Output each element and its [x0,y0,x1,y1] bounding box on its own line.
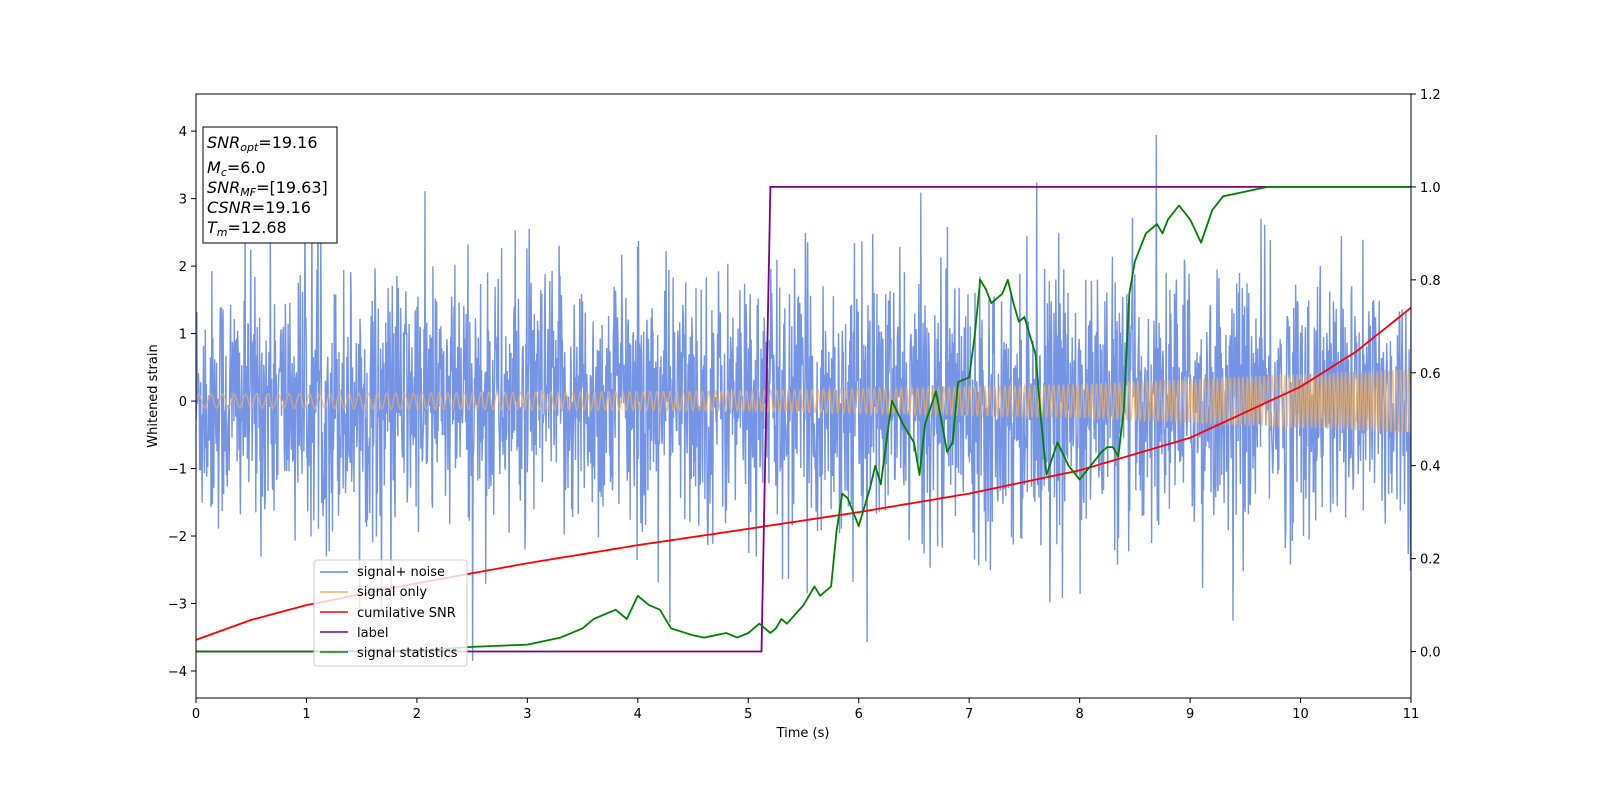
series-signal-statistics [196,186,1411,653]
axes: 0 1 2 3 4 5 6 7 8 9 10 1143210−1−2−3−41.21.00.80.60… [168,88,1441,722]
y-left-tick-label: −2 [168,530,187,545]
x-tick-label: 0 [192,707,200,722]
legend: signal+ noise signal only cumilative SNR… [313,559,468,667]
y-right-tick-label: 0.2 [1420,553,1441,568]
y-right-tick-label: 0.6 [1420,367,1441,382]
y-left-tick-label: −3 [168,598,187,613]
info-box-frame [202,126,338,244]
x-tick-label: 3 [523,707,531,722]
y-right-tick-label: 1.2 [1420,88,1441,103]
y-right-tick-label: 0.0 [1420,646,1441,661]
y-left-tick-label: −4 [168,665,187,680]
info-csnr: CSNR=19.16 [207,198,311,217]
info-snr-mf: SNRMF=[19.63] [207,178,328,199]
y-left-tick-label: 1 [179,328,187,343]
legend-label-label: label [357,626,388,641]
x-tick-label: 4 [634,707,642,722]
legend-label-signal-noise: signal+ noise [357,565,445,580]
plot-frame [195,93,1412,699]
x-tick-label: 7 [965,707,973,722]
y-left-tick-label: 0 [179,395,187,410]
y-left-tick-label: 3 [179,193,187,208]
x-tick-label: 9 [1186,707,1194,722]
info-mc: Mc=6.0 [207,158,266,179]
info-snr-opt: SNRopt=19.16 [207,133,318,154]
y-right-tick-label: 0.4 [1420,460,1441,475]
series-signal-noise [196,134,1411,661]
x-tick-label: 8 [1075,707,1083,722]
legend-frame [313,559,468,667]
series-signal-only [196,368,1411,434]
y-left-tick-label: −1 [168,463,187,478]
y-left-tick-label: 2 [179,260,187,275]
info-box: SNRopt=19.16 Mc=6.0 SNRMF=[19.63] CSNR=1… [202,126,338,244]
x-tick-label: 1 [302,707,310,722]
legend-label-cumulative-snr: cumilative SNR [357,606,456,621]
x-tick-label: 2 [413,707,421,722]
x-tick-label: 11 [1403,707,1420,722]
legend-label-signal-statistics: signal statistics [357,646,458,661]
y-right-tick-label: 1.0 [1420,181,1441,196]
y-axis-label: Whitened strain [146,344,161,447]
y-right-tick-label: 0.8 [1420,274,1441,289]
legend-label-signal-only: signal only [357,585,427,600]
x-tick-label: 5 [744,707,752,722]
x-tick-label: 10 [1292,707,1309,722]
info-tm: Tm=12.68 [207,218,287,239]
y-left-tick-label: 4 [179,125,187,140]
x-axis-label: Time (s) [776,726,830,741]
series-label [196,186,1411,653]
x-tick-label: 6 [855,707,863,722]
